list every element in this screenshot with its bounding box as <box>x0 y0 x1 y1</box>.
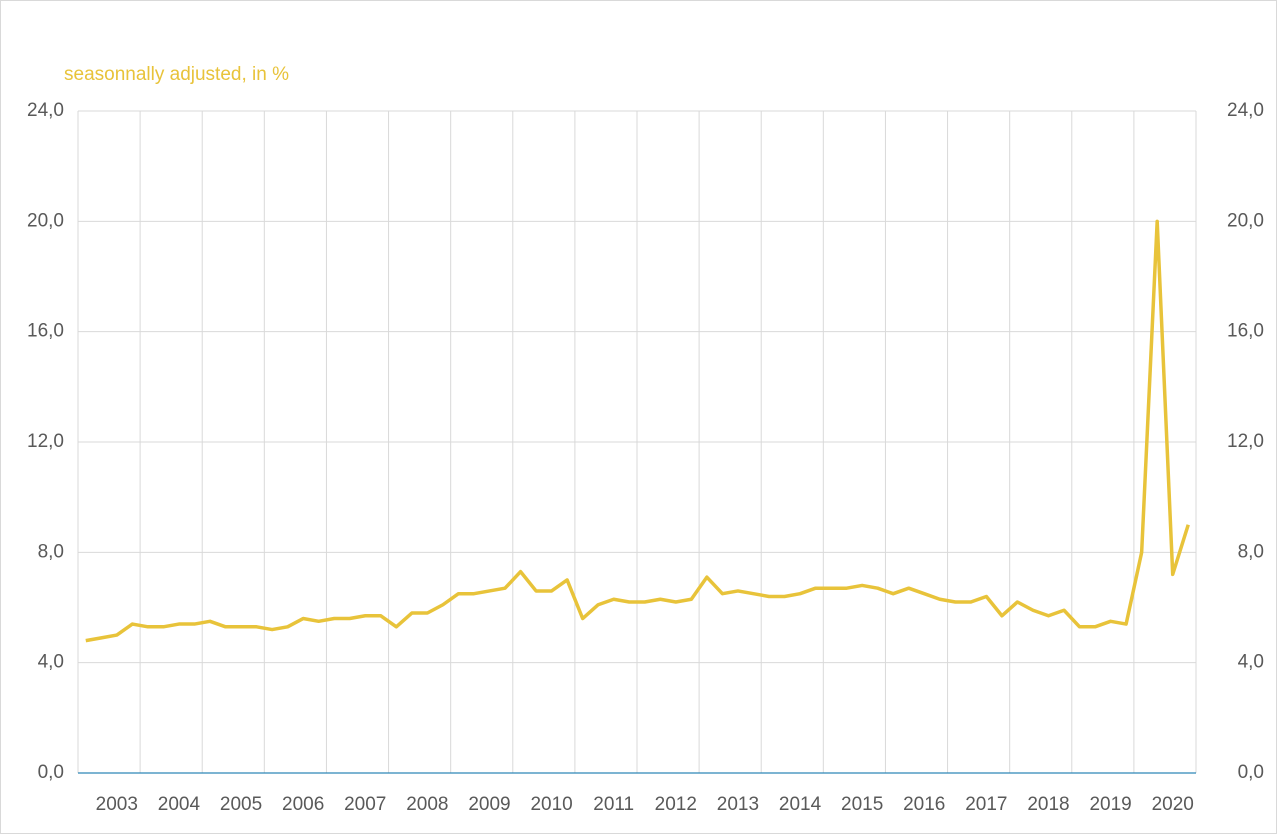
y2-tick-label: 0,0 <box>1238 762 1264 783</box>
y-tick-label: 24,0 <box>27 100 64 121</box>
x-tick-label: 2014 <box>779 794 822 815</box>
x-tick-label: 2006 <box>282 794 324 815</box>
x-tick-label: 2009 <box>468 794 510 815</box>
x-tick-label: 2004 <box>158 794 201 815</box>
y2-tick-label: 24,0 <box>1227 100 1264 121</box>
x-tick-label: 2012 <box>655 794 697 815</box>
y2-tick-label: 8,0 <box>1238 541 1264 562</box>
x-tick-label: 2015 <box>841 794 883 815</box>
x-tick-label: 2003 <box>96 794 138 815</box>
y-tick-label: 8,0 <box>38 541 64 562</box>
x-tick-label: 2010 <box>530 794 572 815</box>
x-tick-label: 2019 <box>1089 794 1131 815</box>
y-tick-label: 16,0 <box>27 321 64 342</box>
line-series <box>85 219 1190 643</box>
y-tick-label: 20,0 <box>27 210 64 231</box>
x-tick-label: 2008 <box>406 794 448 815</box>
y2-tick-label: 20,0 <box>1227 210 1264 231</box>
x-tick-label: 2018 <box>1027 794 1069 815</box>
y-tick-label: 0,0 <box>38 762 64 783</box>
x-tick-label: 2020 <box>1152 794 1194 815</box>
y2-tick-label: 12,0 <box>1227 431 1264 452</box>
x-tick-label: 2016 <box>903 794 945 815</box>
x-tick-label: 2005 <box>220 794 262 815</box>
y-tick-label: 12,0 <box>27 431 64 452</box>
x-tick-label: 2011 <box>593 794 634 815</box>
y2-tick-label: 4,0 <box>1238 652 1264 673</box>
x-tick-label: 2013 <box>717 794 759 815</box>
chart-title: seasonnally adjusted, in % <box>64 64 289 85</box>
x-tick-label: 2017 <box>965 794 1007 815</box>
x-tick-label: 2007 <box>344 794 386 815</box>
y2-tick-label: 16,0 <box>1227 321 1264 342</box>
y-tick-label: 4,0 <box>38 652 64 673</box>
